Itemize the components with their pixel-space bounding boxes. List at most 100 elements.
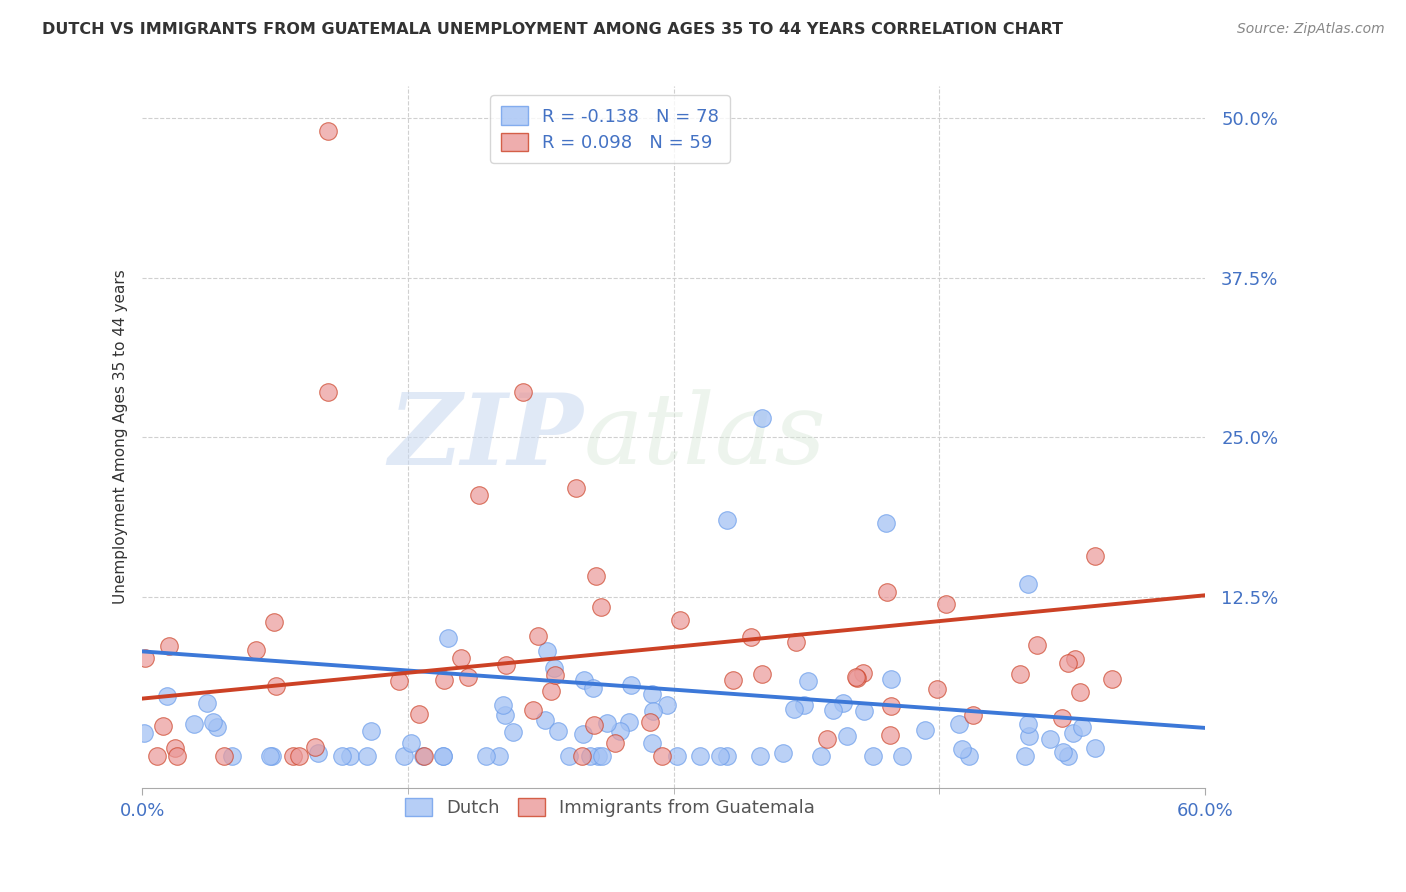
Text: ZIP: ZIP	[388, 389, 583, 485]
Point	[214, 749, 236, 764]
Point	[544, 668, 567, 682]
Point	[914, 723, 936, 738]
Point	[1008, 667, 1031, 681]
Point	[823, 703, 845, 717]
Point	[586, 749, 609, 764]
Point	[259, 749, 281, 764]
Point	[786, 635, 808, 649]
Point	[1017, 576, 1039, 591]
Point	[638, 714, 661, 729]
Point	[492, 698, 515, 713]
Point	[432, 749, 454, 764]
Point	[356, 749, 378, 764]
Point	[740, 631, 762, 645]
Point	[392, 748, 415, 763]
Point	[880, 673, 903, 687]
Point	[245, 643, 267, 657]
Point	[572, 727, 595, 741]
Point	[495, 657, 517, 672]
Point	[502, 725, 524, 739]
Point	[205, 720, 228, 734]
Point	[155, 689, 177, 703]
Point	[330, 749, 353, 764]
Point	[609, 724, 631, 739]
Point	[716, 749, 738, 764]
Text: atlas: atlas	[583, 390, 827, 484]
Point	[1071, 719, 1094, 733]
Point	[183, 717, 205, 731]
Point	[540, 684, 562, 698]
Point	[533, 714, 555, 728]
Legend: Dutch, Immigrants from Guatemala: Dutch, Immigrants from Guatemala	[398, 790, 823, 824]
Point	[1014, 749, 1036, 764]
Text: DUTCH VS IMMIGRANTS FROM GUATEMALA UNEMPLOYMENT AMONG AGES 35 TO 44 YEARS CORREL: DUTCH VS IMMIGRANTS FROM GUATEMALA UNEMP…	[42, 22, 1063, 37]
Point	[1018, 729, 1040, 743]
Point	[578, 749, 600, 764]
Point	[558, 749, 581, 764]
Point	[360, 724, 382, 739]
Point	[962, 708, 984, 723]
Point	[432, 749, 454, 764]
Point	[641, 736, 664, 750]
Point	[832, 696, 855, 710]
Point	[450, 650, 472, 665]
Point	[408, 707, 430, 722]
Point	[669, 614, 692, 628]
Point	[1052, 745, 1074, 759]
Point	[260, 749, 283, 764]
Point	[879, 728, 901, 742]
Point	[152, 718, 174, 732]
Point	[1057, 749, 1080, 764]
Point	[437, 631, 460, 645]
Point	[605, 736, 627, 750]
Point	[721, 673, 744, 687]
Point	[488, 749, 510, 764]
Point	[751, 667, 773, 681]
Point	[1052, 711, 1074, 725]
Point	[412, 749, 434, 764]
Point	[641, 687, 664, 701]
Point	[793, 698, 815, 712]
Point	[281, 749, 304, 764]
Point	[547, 724, 569, 739]
Point	[543, 661, 565, 675]
Point	[1069, 684, 1091, 698]
Point	[619, 677, 641, 691]
Point	[665, 749, 688, 764]
Point	[195, 696, 218, 710]
Point	[163, 740, 186, 755]
Point	[318, 385, 340, 400]
Point	[468, 487, 491, 501]
Text: Source: ZipAtlas.com: Source: ZipAtlas.com	[1237, 22, 1385, 37]
Point	[457, 670, 479, 684]
Point	[783, 701, 806, 715]
Point	[339, 749, 361, 764]
Point	[596, 716, 619, 731]
Point	[522, 703, 544, 717]
Point	[852, 665, 875, 680]
Point	[134, 650, 156, 665]
Point	[585, 568, 607, 582]
Point	[494, 707, 516, 722]
Point	[749, 749, 772, 764]
Point	[853, 704, 876, 718]
Point	[1057, 657, 1080, 671]
Point	[815, 731, 838, 746]
Point	[810, 749, 832, 764]
Point	[132, 726, 155, 740]
Point	[591, 599, 613, 614]
Point	[512, 385, 534, 400]
Point	[1084, 549, 1107, 563]
Point	[935, 597, 957, 611]
Point	[875, 516, 897, 530]
Point	[948, 717, 970, 731]
Point	[565, 481, 588, 495]
Point	[709, 749, 731, 764]
Point	[845, 670, 868, 684]
Point	[582, 718, 605, 732]
Point	[582, 681, 605, 695]
Point	[264, 679, 287, 693]
Point	[862, 749, 884, 764]
Y-axis label: Unemployment Among Ages 35 to 44 years: Unemployment Among Ages 35 to 44 years	[114, 269, 128, 605]
Point	[536, 644, 558, 658]
